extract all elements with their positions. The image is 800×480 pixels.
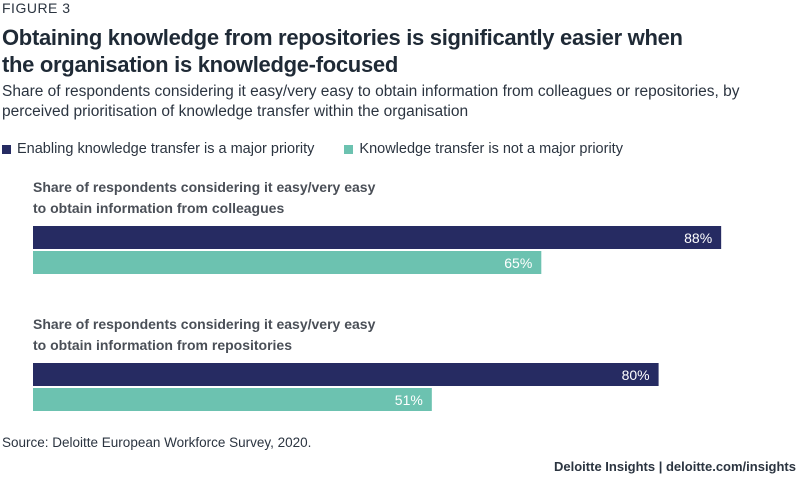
chart-title: Obtaining knowledge from repositories is… <box>2 25 683 77</box>
bar-not-major-priority-2 <box>33 388 432 411</box>
legend: Enabling knowledge transfer is a major p… <box>2 141 653 157</box>
legend-swatch-major-priority <box>2 144 11 154</box>
legend-item-major-priority: Enabling knowledge transfer is a major p… <box>2 141 314 157</box>
category-label-1-line-2: to obtain information from colleagues <box>33 200 284 216</box>
bar-not-major-priority-1 <box>33 251 542 274</box>
data-label-major-priority-1: 88% <box>684 230 712 246</box>
legend-label-major-priority: Enabling knowledge transfer is a major p… <box>17 141 315 157</box>
data-label-not-major-priority-1: 65% <box>504 255 532 271</box>
bar-chart: Share of respondents considering it easy… <box>33 179 722 411</box>
category-label-2-line-1: Share of respondents considering it easy… <box>33 316 376 332</box>
category-label-1-line-1: Share of respondents considering it easy… <box>33 179 376 195</box>
data-label-not-major-priority-2: 51% <box>395 392 423 408</box>
bar-major-priority-2 <box>33 363 659 386</box>
legend-swatch-not-major-priority <box>344 144 354 154</box>
chart-subtitle: Share of respondents considering it easy… <box>2 83 740 120</box>
footer-credit: Deloitte Insights | deloitte.com/insight… <box>554 459 796 474</box>
figure-label: FIGURE 3 <box>2 0 71 16</box>
bar-major-priority-1 <box>33 226 722 249</box>
data-label-major-priority-2: 80% <box>622 367 650 383</box>
legend-label-not-major-priority: Knowledge transfer is not a major priori… <box>359 141 623 157</box>
category-group-1: Share of respondents considering it easy… <box>33 179 722 274</box>
category-label-2-line-2: to obtain information from repositories <box>33 337 292 353</box>
category-group-2: Share of respondents considering it easy… <box>33 316 659 411</box>
source-note: Source: Deloitte European Workforce Surv… <box>2 435 312 450</box>
legend-item-not-major-priority: Knowledge transfer is not a major priori… <box>344 141 623 157</box>
